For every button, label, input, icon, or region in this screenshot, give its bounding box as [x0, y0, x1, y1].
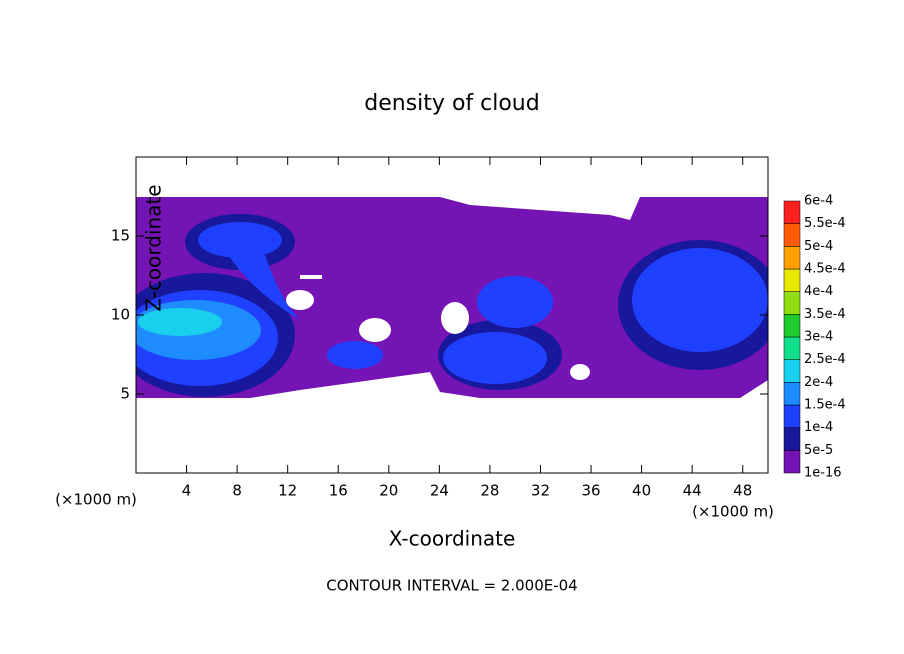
x-tick-label: 16	[329, 482, 348, 500]
colorbar-label: 3e-4	[804, 330, 833, 345]
colorbar-label: 4.5e-4	[804, 262, 846, 277]
colorbar-label: 5e-4	[804, 239, 833, 254]
y-axis-label: Z-coordinate	[142, 184, 166, 311]
cloud-hole	[359, 318, 391, 342]
x-tick-label: 8	[232, 482, 242, 500]
colorbar-label: 1e-4	[804, 420, 833, 435]
cloud-hole	[570, 364, 590, 380]
colorbar-swatch	[783, 427, 801, 451]
colorbar-label: 1e-16	[804, 466, 842, 481]
colorbar-swatch	[783, 382, 801, 406]
colorbar-swatch	[783, 223, 801, 247]
x-tick-label: 32	[531, 482, 550, 500]
colorbar-label: 2e-4	[804, 375, 833, 390]
field	[136, 197, 768, 398]
cloud-hole	[286, 290, 314, 310]
y-tick-label: 5	[120, 385, 130, 403]
x-unit: (×1000 m)	[692, 503, 774, 521]
colorbar-swatch	[783, 336, 801, 360]
cloud-core	[443, 332, 547, 384]
x-tick-label: 48	[733, 482, 752, 500]
cloud-core	[327, 341, 383, 369]
y-tick-label: 10	[111, 306, 130, 324]
cloud-core	[198, 222, 282, 258]
colorbar-swatch	[783, 268, 801, 292]
y-unit: (×1000 m)	[55, 491, 137, 509]
colorbar-label: 4e-4	[804, 284, 833, 299]
colorbar-swatch	[783, 291, 801, 315]
cloud-core	[225, 250, 300, 320]
x-axis-label: X-coordinate	[389, 527, 516, 551]
y-tick-label: 15	[111, 227, 130, 245]
x-tick-label: 44	[683, 482, 702, 500]
colorbar-swatch	[783, 359, 801, 383]
colorbar-label: 5.5e-4	[804, 216, 846, 231]
footer-note: CONTOUR INTERVAL = 2.000E-04	[326, 577, 577, 595]
colorbar-label: 3.5e-4	[804, 307, 846, 322]
cloud-core	[632, 248, 768, 352]
x-tick-label: 24	[430, 482, 449, 500]
colorbar-label: 6e-4	[804, 194, 833, 209]
x-tick-label: 12	[278, 482, 297, 500]
cloud-core	[138, 308, 222, 336]
colorbar-swatch	[783, 404, 801, 428]
x-tick-label: 28	[480, 482, 499, 500]
colorbar-swatch	[783, 314, 801, 338]
colorbar-swatch	[783, 200, 801, 224]
cloud-hole	[300, 275, 322, 279]
cloud-hole	[441, 302, 469, 334]
chart-title: density of cloud	[364, 91, 539, 116]
colorbar-swatch	[783, 450, 801, 474]
cloud-core	[477, 276, 553, 328]
x-tick-label: 4	[182, 482, 192, 500]
colorbar-label: 5e-5	[804, 443, 833, 458]
x-tick-label: 36	[581, 482, 600, 500]
colorbar-label: 1.5e-4	[804, 398, 846, 413]
colorbar-label: 2.5e-4	[804, 352, 846, 367]
x-tick-label: 20	[379, 482, 398, 500]
x-tick-label: 40	[632, 482, 651, 500]
colorbar-swatch	[783, 246, 801, 270]
